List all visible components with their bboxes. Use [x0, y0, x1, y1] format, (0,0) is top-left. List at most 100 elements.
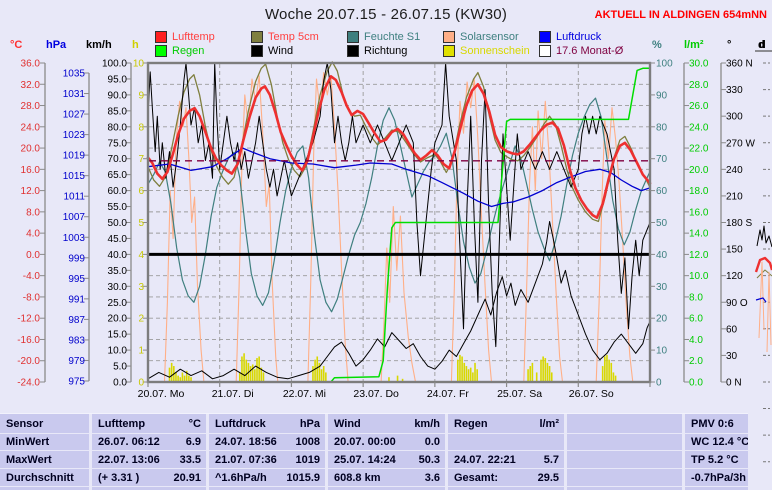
table-cell [448, 434, 564, 450]
cell-value: 20.91 [173, 471, 201, 484]
legend-label: Regen [172, 45, 205, 57]
edge-axis-unit-d: d [759, 39, 766, 51]
sunshine-bar [181, 372, 184, 382]
table-cell: -0.7hPa/3h [685, 469, 748, 486]
tick-label-lm2: 18.0 [689, 186, 709, 197]
sunshine-bar [190, 377, 192, 382]
tick-label-kmh: 15.0 [108, 330, 128, 341]
cell-label: MinWert [6, 436, 50, 448]
legend-swatch-icon [443, 45, 455, 57]
tick-label-deg: 90 O [726, 298, 748, 309]
legend-swatch-icon [251, 45, 263, 57]
legend-item: Luftdruck [539, 30, 635, 44]
tick-label-deg: 120 [726, 271, 743, 282]
legend-label: Sonnenschein [460, 45, 530, 57]
sunshine-bar [604, 356, 606, 382]
axis-unit-label: km/h [86, 39, 112, 51]
sunshine-bar [183, 375, 186, 382]
series-luftdruck [147, 147, 651, 208]
cell-value: 3.6 [424, 471, 440, 484]
axis-unit-label: hPa [46, 39, 67, 51]
tick-label-celsius: 16.0 [21, 165, 41, 176]
sunshine-bar [325, 372, 327, 382]
legend-label: Richtung [364, 45, 408, 57]
tick-label-kmh: 45.0 [108, 234, 128, 245]
sunshine-bar [245, 359, 248, 382]
table-cell: MinWert [0, 434, 89, 450]
table-cell: Gesamt: 29.5 [448, 469, 564, 486]
tick-label-kmh: 90.0 [108, 90, 128, 101]
tick-label-kmh: 95.0 [108, 74, 128, 85]
sunshine-bar [179, 377, 182, 382]
table-header-cell: Wind km/h [328, 414, 445, 433]
legend-label: 17.6 Monat-Ø [556, 45, 624, 57]
tick-label-pct: 0 [656, 378, 662, 389]
x-axis-day-label: 21.07. Di [212, 388, 254, 400]
tick-label-deg: 150 [726, 245, 743, 256]
tick-label-pct: 40 [656, 250, 668, 261]
x-axis-day-label: 22.07. Mi [283, 388, 326, 400]
table-cell: 20.07. 00:00 0.0 [328, 434, 445, 450]
legend-label: Lufttemp [172, 31, 215, 43]
sunshine-bar [459, 354, 461, 382]
table-cell [567, 487, 682, 490]
tick-label-deg: 330 [726, 85, 743, 96]
sunshine-bar [322, 366, 325, 382]
tick-label-hours: 4 [138, 250, 144, 261]
sunshine-bar [612, 372, 615, 382]
legend-item: Richtung [347, 44, 443, 58]
sunshine-bar [476, 369, 478, 382]
tick-label-hours: 2 [138, 314, 144, 325]
sunshine-bar [550, 372, 553, 382]
cell-label: 22.07. 13:06 [98, 453, 160, 466]
tick-label-celsius: 4.0 [26, 229, 40, 240]
table-cell: 24.07. 18:56 1008 [209, 434, 325, 450]
tick-label-pct: 20 [656, 314, 668, 325]
sunshine-bar [170, 362, 173, 382]
tick-label-hpa: 999 [68, 253, 85, 264]
tick-label-deg: 30 [726, 351, 738, 362]
tick-label-deg: 270 W [726, 138, 755, 149]
tick-label-deg: 300 [726, 112, 743, 123]
sunshine-bar [168, 367, 171, 382]
sunshine-bar [531, 362, 534, 382]
sunshine-bar [175, 372, 177, 382]
tick-label-hours: 9 [138, 90, 144, 101]
tick-label-kmh: 25.0 [108, 298, 128, 309]
sunshine-bar [465, 366, 468, 382]
table-cell: 24.07. 22:21 5.7 [448, 451, 564, 468]
sunshine-bar [238, 372, 241, 382]
cell-label: -0.7hPa/3h [691, 471, 747, 484]
table-cell [567, 451, 682, 468]
table-cell: 26.07. 06:12 6.9 [92, 434, 206, 450]
sunshine-bar [251, 364, 254, 382]
cell-value: 1008 [295, 436, 320, 448]
sunshine-bar [542, 356, 544, 382]
sunshine-bar [314, 359, 316, 382]
series-lufttemp [146, 75, 652, 219]
tick-label-pct: 90 [656, 90, 668, 101]
tick-label-hpa: 983 [68, 335, 85, 346]
tick-label-hpa: 991 [68, 294, 85, 305]
tick-label-kmh: 60.0 [108, 186, 128, 197]
tick-label-celsius: -24.0 [17, 378, 40, 389]
sunshine-bar [396, 375, 399, 382]
tick-label-hpa: 975 [68, 377, 85, 388]
series-regen [147, 67, 651, 383]
sunshine-bar [601, 366, 604, 382]
tick-label-pct: 10 [656, 346, 668, 357]
sunshine-bar [262, 372, 265, 382]
cell-value: 50.3 [418, 453, 440, 466]
cell-value: 0.0 [424, 436, 440, 448]
axis-unit-label: d [758, 39, 765, 51]
tick-label-kmh: 20.0 [108, 314, 128, 325]
sunshine-bar [316, 356, 319, 382]
sunshine-bar [258, 356, 260, 382]
cell-label: Sensor [6, 417, 44, 430]
cell-label: WC 12.4 °C [691, 436, 748, 448]
sunshine-bar [548, 366, 551, 382]
tick-label-hours: 10 [133, 59, 145, 70]
cell-label: ^1.6hPa/h [215, 471, 267, 484]
